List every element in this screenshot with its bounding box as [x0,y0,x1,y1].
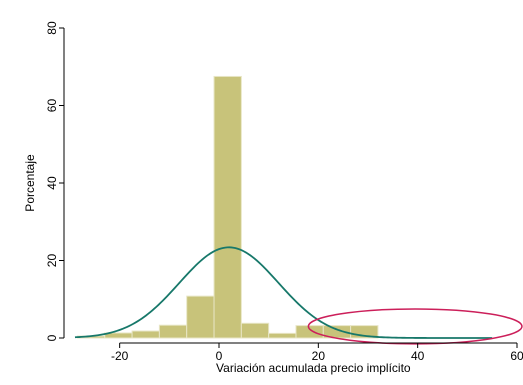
histogram-bar-8 [295,325,324,339]
histogram-bar-2 [131,330,160,339]
y-tick-label: 60 [45,99,59,113]
normal-density-curve [74,246,493,339]
y-tick-label: 80 [45,21,59,35]
x-axis-ticks: -20 0 20 40 60 [111,343,523,363]
histogram-bar-7 [268,332,297,339]
y-axis-ticks: 0 20 40 60 80 [45,21,64,341]
highlight-ellipse [307,308,523,345]
histogram-bar-5 [213,75,242,339]
x-tick-label: -20 [111,349,129,363]
y-tick-label: 0 [45,334,59,341]
bars-layer [76,75,379,339]
x-tick-label: 60 [510,349,523,363]
y-tick-label: 40 [45,176,59,190]
histogram-bar-4 [186,295,215,339]
x-tick-label: 40 [411,349,425,363]
y-tick-label: 20 [45,254,59,268]
x-tick-label: 0 [216,349,223,363]
x-axis-title: Variación acumulada precio implícito [216,361,411,375]
histogram-bar-6 [240,322,270,339]
x-tick-label: 20 [312,349,326,363]
histogram-bar-3 [158,324,188,339]
y-axis-title: Porcentaje [23,154,37,212]
